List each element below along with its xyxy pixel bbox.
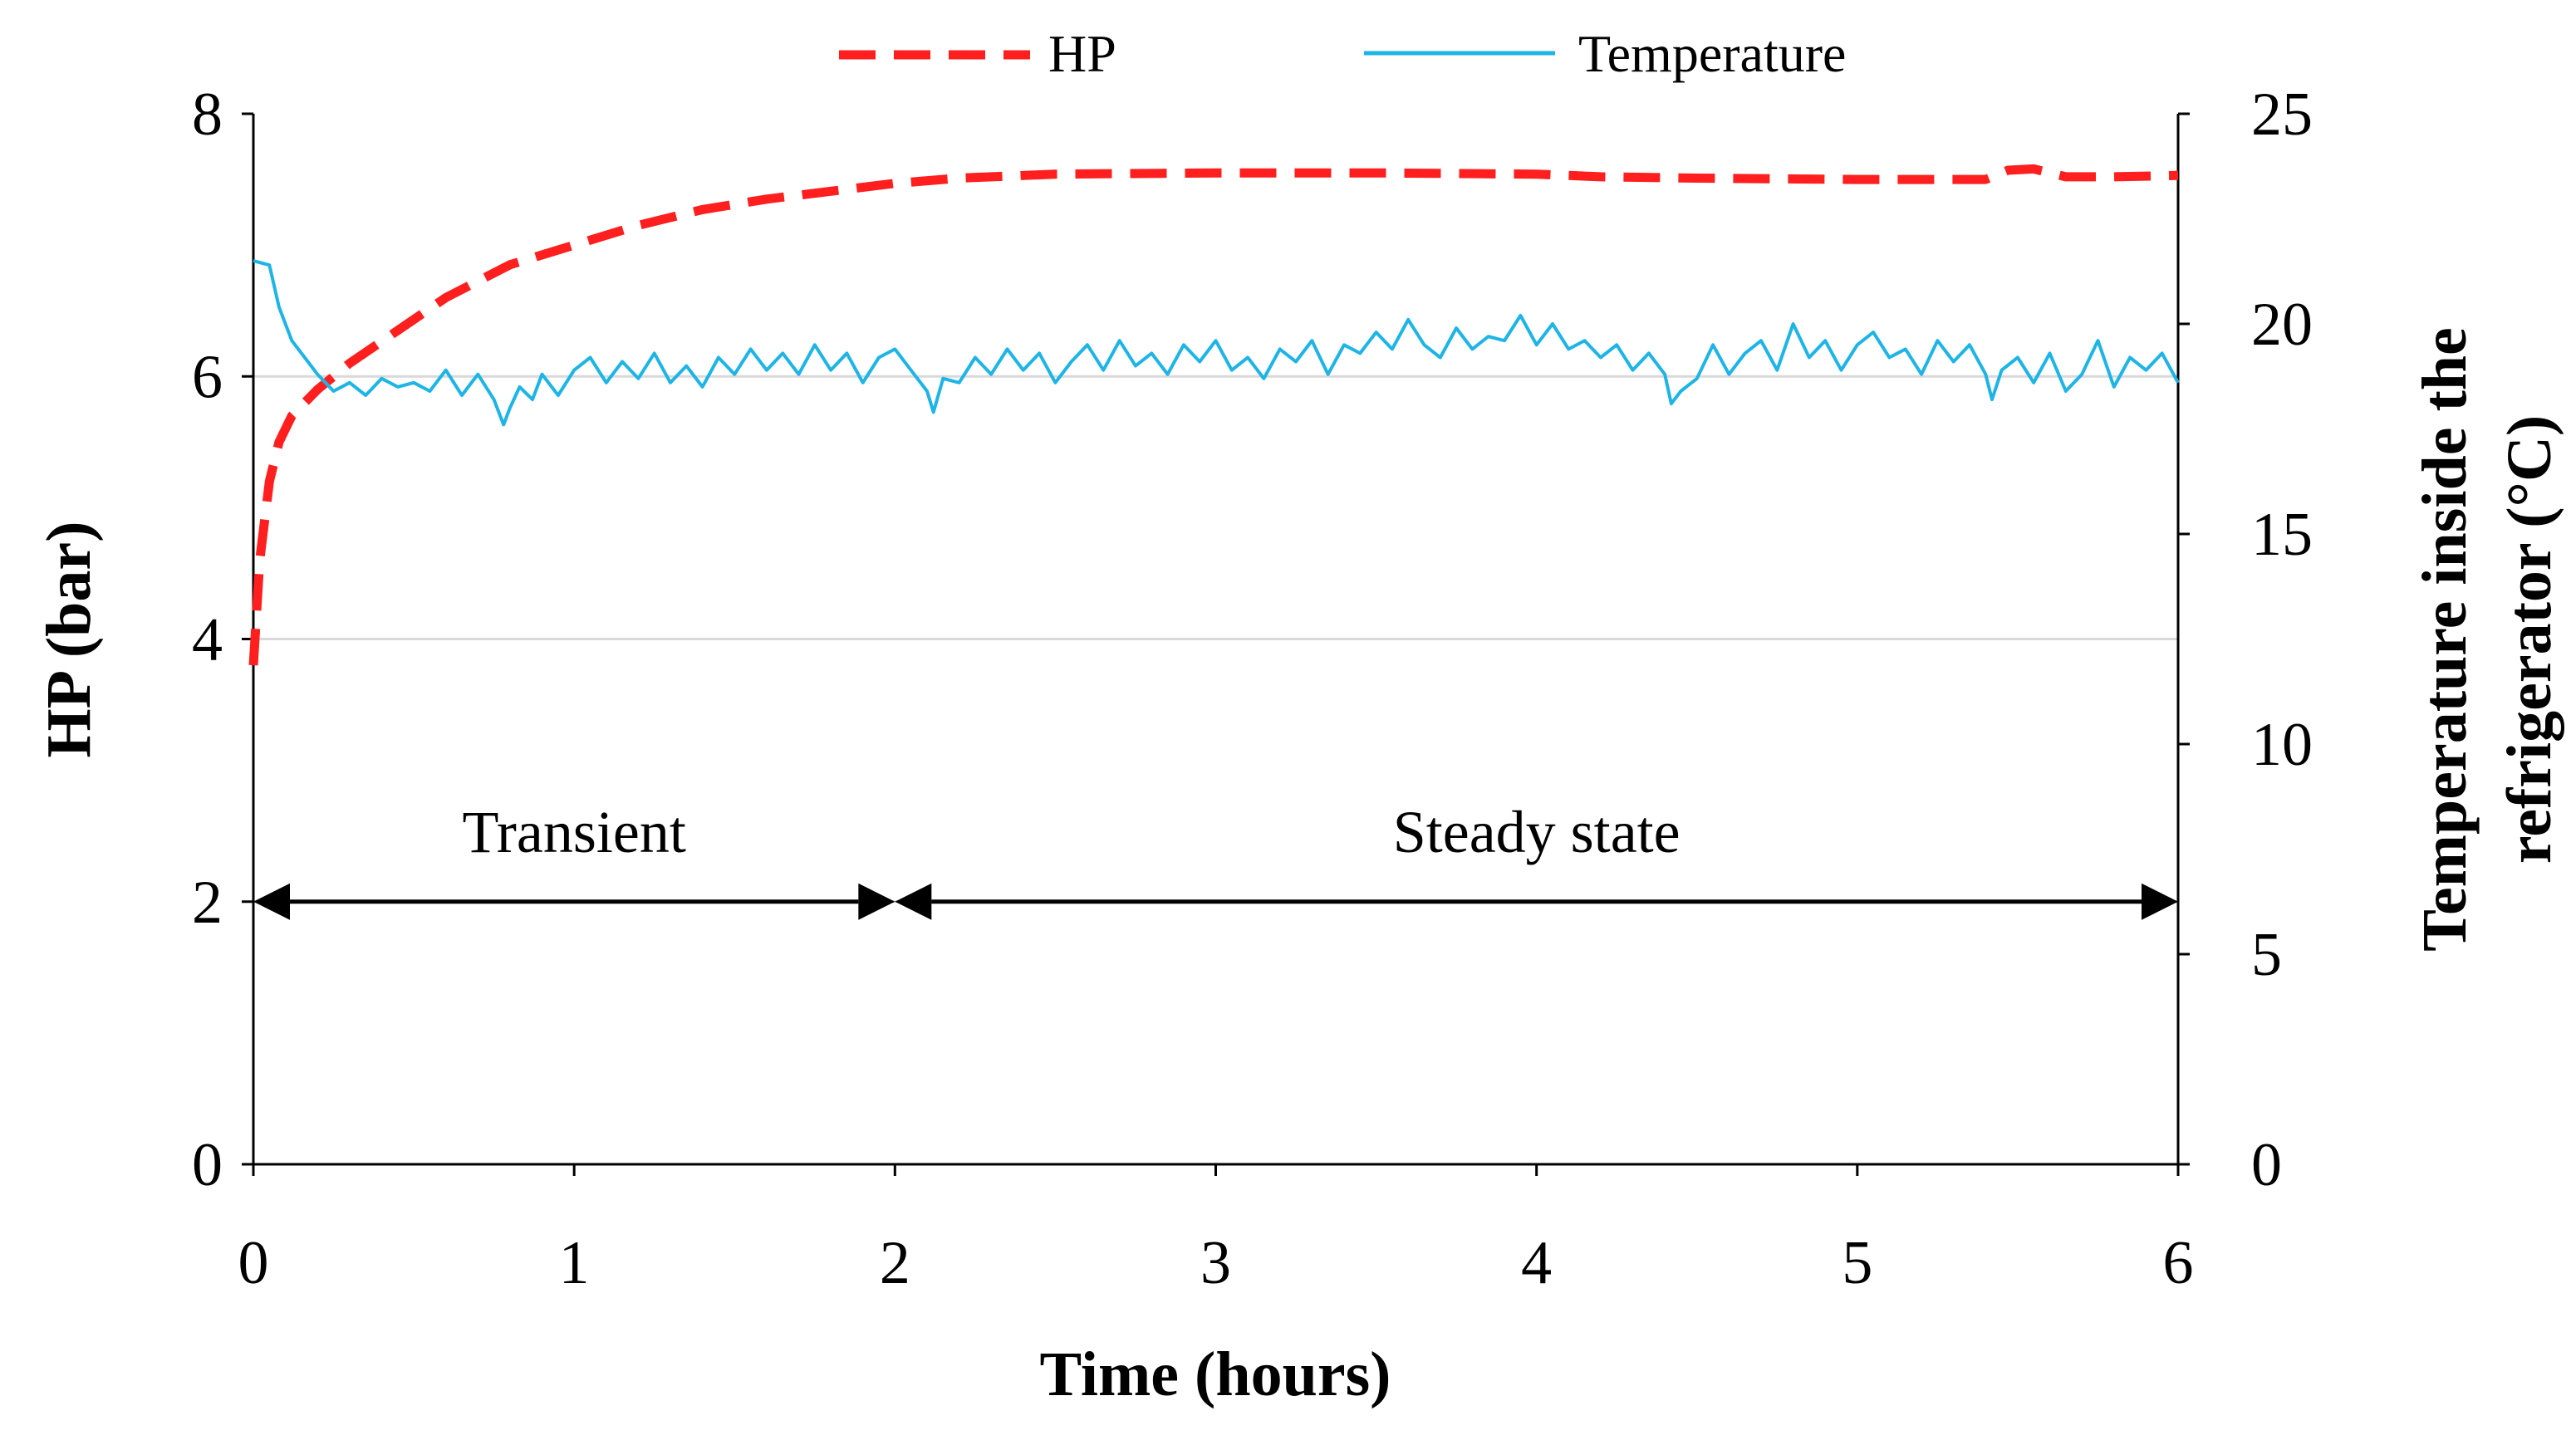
series-group: [248, 164, 2180, 666]
annotation-steady-state-arrow-head-left: [895, 883, 932, 920]
annotation-transient-arrow-head-left: [253, 883, 290, 920]
annotations: Transient Steady state: [253, 799, 2178, 920]
series-hp-group: [248, 164, 2179, 666]
series-temperature-line: [253, 259, 2180, 427]
x-tick-label: 4: [1521, 1229, 1552, 1297]
x-tick-label: 6: [2163, 1229, 2194, 1297]
left-y-axis-title: HP (bar): [34, 522, 104, 758]
y-left-tick-label: 2: [192, 869, 223, 937]
y-left-tick-label: 6: [192, 343, 223, 411]
x-tick-label: 0: [238, 1229, 269, 1297]
tick-labels: 0 2 4 6 8 0 5 10 15 20 25 0 1 2 3 4 5 6: [192, 81, 2313, 1297]
y-right-tick-label: 0: [2251, 1131, 2282, 1199]
annotation-steady-state-label: Steady state: [1393, 799, 1681, 865]
x-tick-label: 3: [1200, 1229, 1231, 1297]
legend-temperature-label: Temperature: [1578, 24, 1846, 83]
right-y-axis-title-line-1: Temperature inside the: [2410, 327, 2480, 952]
y-right-tick-label: 10: [2251, 711, 2313, 779]
tick-marks: [242, 112, 2190, 1176]
y-right-tick-label: 25: [2251, 81, 2313, 149]
legend-hp-label: HP: [1048, 24, 1116, 83]
y-left-tick-label: 4: [192, 606, 223, 674]
annotation-transient-arrow-head-right: [858, 883, 895, 920]
y-right-tick-label: 20: [2251, 291, 2313, 359]
series-temperature-group: [253, 259, 2180, 427]
x-axis-title: Time (hours): [1040, 1339, 1391, 1409]
series-hp-line: [248, 164, 2179, 666]
annotation-transient-label: Transient: [462, 799, 685, 865]
y-right-tick-label: 5: [2251, 921, 2282, 989]
x-tick-label: 2: [880, 1229, 910, 1297]
right-y-axis-title-line-2: refrigerator (°C): [2495, 415, 2564, 864]
x-tick-label: 5: [1842, 1229, 1872, 1297]
x-tick-label: 1: [559, 1229, 590, 1297]
y-left-tick-label: 0: [192, 1131, 223, 1199]
y-right-tick-label: 15: [2251, 501, 2313, 569]
annotation-steady-state-arrow-head-right: [2142, 883, 2178, 920]
y-left-tick-label: 8: [192, 81, 223, 149]
legend: HP Temperature: [839, 24, 1846, 83]
